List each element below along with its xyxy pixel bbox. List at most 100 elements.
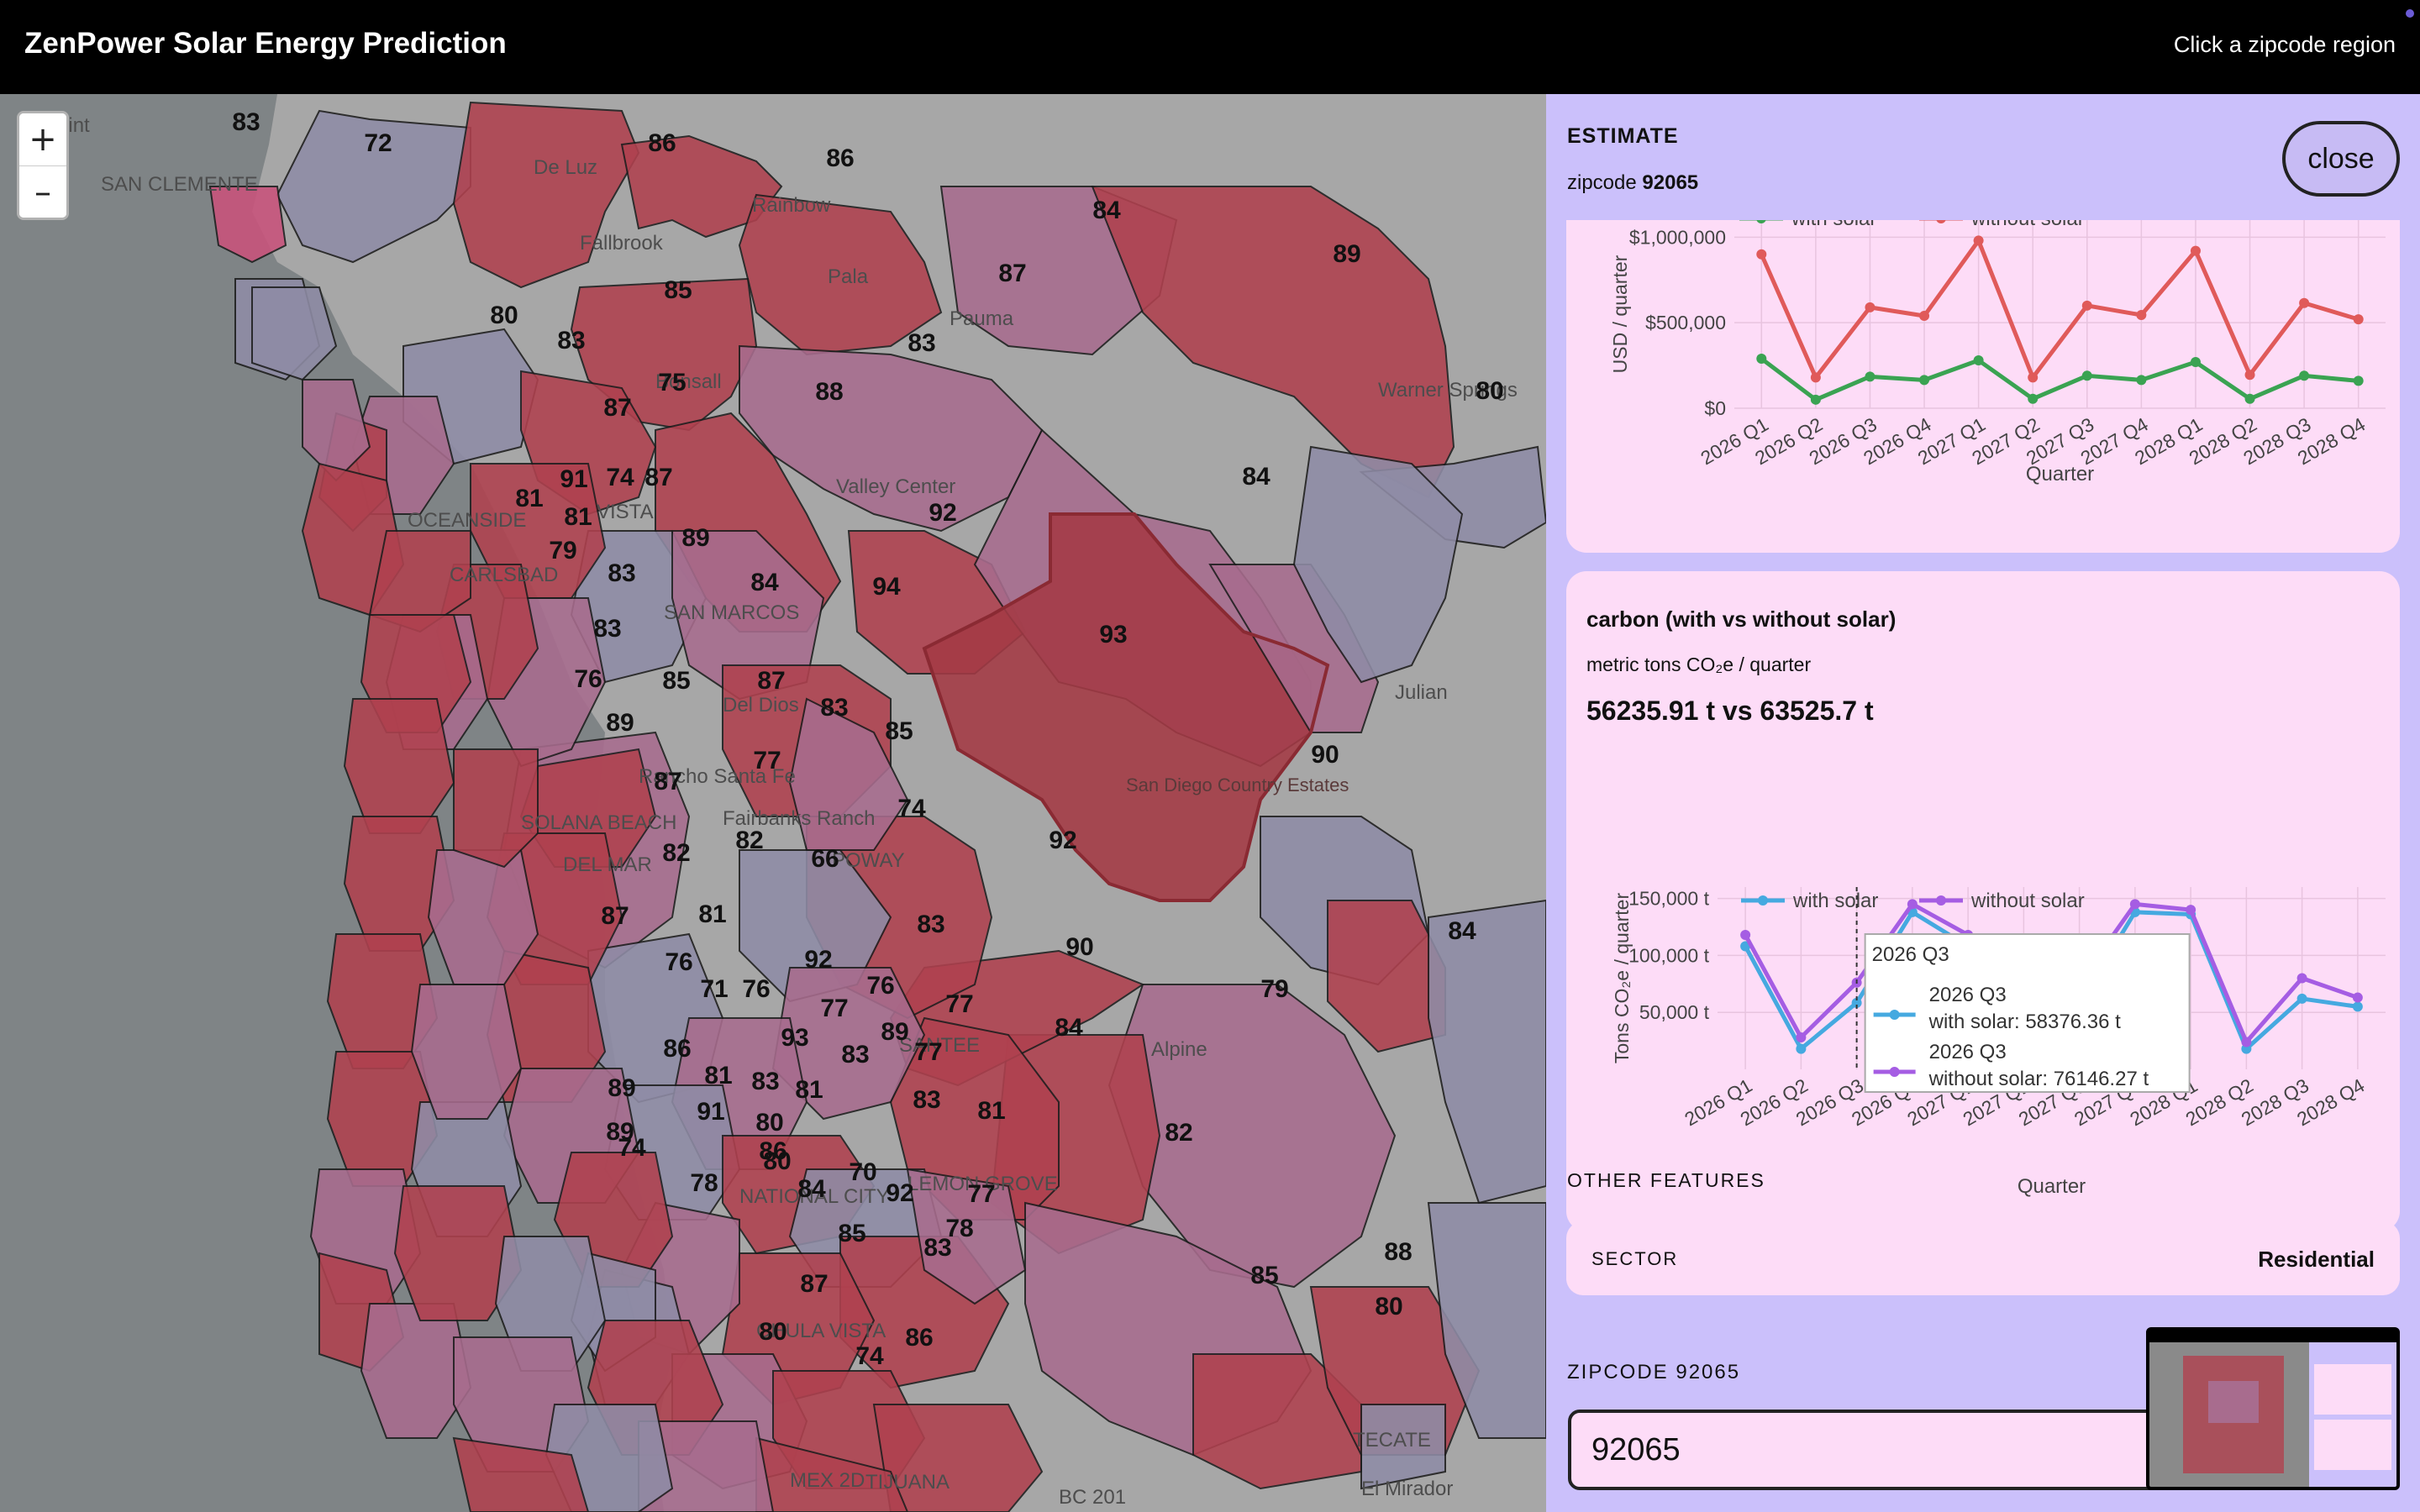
data-point[interactable] xyxy=(2136,310,2147,321)
data-point[interactable] xyxy=(2299,370,2310,381)
screenshot-thumbnail[interactable] xyxy=(2146,1327,2400,1490)
data-point[interactable] xyxy=(1810,394,1821,405)
zip-score-label: 85 xyxy=(662,667,690,695)
zip-score-label: 92 xyxy=(929,499,956,527)
zipcode-region[interactable] xyxy=(788,697,909,851)
data-point[interactable] xyxy=(1810,372,1821,383)
legend-label[interactable]: with solar xyxy=(1791,220,1876,230)
zip-score-label: 77 xyxy=(914,1038,942,1066)
data-point[interactable] xyxy=(1973,354,1984,365)
y-tick-label: $1,000,000 xyxy=(1629,226,1726,248)
close-button[interactable]: close xyxy=(2282,121,2400,197)
data-point[interactable] xyxy=(1740,929,1751,940)
place-label: Rancho Santa Fe xyxy=(639,765,796,788)
zipcode-region[interactable] xyxy=(452,1436,590,1512)
zip-score-label: 77 xyxy=(820,995,848,1022)
data-point[interactable] xyxy=(1919,375,1930,386)
data-point[interactable] xyxy=(1851,997,1862,1008)
zip-score-label: 92 xyxy=(1049,827,1076,854)
data-point[interactable] xyxy=(2353,314,2364,325)
zipcode-region[interactable] xyxy=(738,193,943,356)
data-point[interactable] xyxy=(1796,1032,1807,1043)
data-point[interactable] xyxy=(2241,1037,2252,1047)
thumbnail-preview xyxy=(2149,1331,2396,1487)
data-point[interactable] xyxy=(1865,302,1876,312)
place-label: DEL MAR xyxy=(563,853,652,876)
instruction-hint: Click a zipcode region xyxy=(2173,32,2396,57)
zipcode-region[interactable] xyxy=(276,109,471,264)
data-point[interactable] xyxy=(2028,393,2039,404)
place-label: MEX 2D xyxy=(790,1469,865,1492)
zipcode-regions[interactable] xyxy=(208,101,1546,1512)
data-point[interactable] xyxy=(1756,353,1767,364)
data-point[interactable] xyxy=(2352,1001,2363,1012)
zoom-in-button[interactable]: + xyxy=(19,113,66,165)
data-point[interactable] xyxy=(2296,973,2307,984)
tooltip-box xyxy=(1864,933,2191,1093)
estimate-heading: ESTIMATE xyxy=(1567,124,1679,148)
data-point[interactable] xyxy=(2186,905,2196,916)
legend-label[interactable]: without solar xyxy=(1970,890,2085,912)
data-point[interactable] xyxy=(1865,371,1876,382)
data-point[interactable] xyxy=(2136,375,2147,386)
data-point[interactable] xyxy=(2244,370,2255,381)
zip-score-label: 84 xyxy=(1448,917,1476,945)
x-axis-label: Quarter xyxy=(2026,463,2094,486)
zipcode-region[interactable] xyxy=(452,101,640,289)
zipcode-region[interactable] xyxy=(251,286,338,381)
data-point[interactable] xyxy=(2190,357,2201,368)
zip-score-label: 83 xyxy=(917,911,944,938)
zip-score-label: 70 xyxy=(849,1158,876,1186)
data-point[interactable] xyxy=(1796,1043,1807,1054)
zipcode-region[interactable] xyxy=(1360,1404,1446,1490)
place-label: Alpine xyxy=(1151,1038,1207,1061)
zoom-out-button[interactable]: – xyxy=(19,165,66,218)
zip-score-label: 87 xyxy=(998,260,1026,287)
y-tick-label: 150,000 t xyxy=(1628,888,1710,910)
data-point[interactable] xyxy=(1973,235,1984,246)
legend-label[interactable]: with solar xyxy=(1792,890,1878,912)
zipcode-region[interactable] xyxy=(302,379,371,482)
zip-score-label: 81 xyxy=(704,1062,732,1089)
zip-score-label: 87 xyxy=(654,768,681,795)
data-point[interactable] xyxy=(1756,249,1767,260)
data-point[interactable] xyxy=(2129,899,2140,910)
data-point[interactable] xyxy=(2028,372,2039,383)
zip-score-label: 84 xyxy=(750,569,779,596)
zipcode-region[interactable] xyxy=(906,1168,1027,1305)
zipcode-region[interactable] xyxy=(1292,445,1464,684)
zipcode-region[interactable] xyxy=(1427,1202,1546,1439)
data-point[interactable] xyxy=(2296,993,2307,1004)
place-label: VISTA xyxy=(597,501,654,523)
zoom-control: + – xyxy=(17,111,69,220)
legend-marker xyxy=(1756,220,1766,223)
data-point[interactable] xyxy=(2352,992,2363,1003)
zip-score-label: 79 xyxy=(1260,975,1288,1003)
zip-score-label: 85 xyxy=(1250,1262,1278,1289)
zip-score-label: 77 xyxy=(945,990,973,1018)
zip-score-label: 87 xyxy=(800,1270,828,1298)
data-point[interactable] xyxy=(2190,245,2201,256)
place-label: POWAY xyxy=(832,849,905,872)
carbon-card: carbon (with vs without solar) metric to… xyxy=(1566,571,2400,1231)
zip-score-label: 66 xyxy=(811,845,839,873)
data-point[interactable] xyxy=(1907,899,1918,910)
data-point[interactable] xyxy=(2299,297,2310,308)
data-point[interactable] xyxy=(1919,311,1930,322)
zip-score-label: 71 xyxy=(700,975,728,1003)
zipcode-region[interactable] xyxy=(393,1185,523,1321)
zipcode-region[interactable] xyxy=(453,748,539,869)
zipcode-region[interactable] xyxy=(208,186,287,264)
data-point[interactable] xyxy=(2081,300,2092,311)
data-point[interactable] xyxy=(2244,393,2255,404)
zipcode-region[interactable] xyxy=(739,344,1044,533)
app-header: ZenPower Solar Energy Prediction Click a… xyxy=(0,0,2420,94)
legend-label[interactable]: without solar xyxy=(1970,220,2085,230)
data-point[interactable] xyxy=(2353,375,2364,386)
data-point[interactable] xyxy=(2081,370,2092,381)
